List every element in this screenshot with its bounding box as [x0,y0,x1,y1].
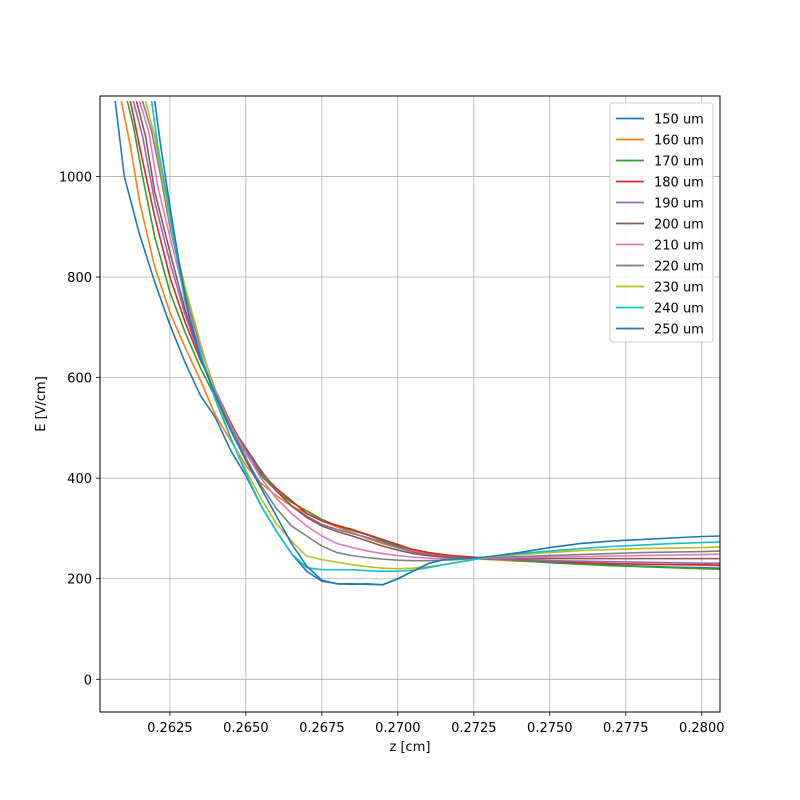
legend-box [609,102,714,343]
series-line-250-um [153,100,720,586]
ticks: 0.2625 0.2650 0.2675 0.2700 0.2725 0.2750 0.27… [59,170,725,736]
legend-entry-label: 250 um [654,323,704,338]
legend-entry-label: 230 um [654,281,704,296]
x-tick-label: 0.2750 [527,721,573,736]
plot-frame [99,95,721,713]
y-axis-label: E [V/cm] [34,376,49,432]
x-tick-label: 0.2675 [299,721,345,736]
legend-entry-label: 240 um [654,302,704,317]
x-tick-label: 0.2650 [223,721,269,736]
legend-entry-label: 150 um [654,113,704,128]
x-tick-label: 0.2725 [451,721,497,736]
legend-entry-label: 160 um [654,134,704,149]
y-tick-label: 0 [84,673,92,688]
x-tick-label: 0.2775 [603,721,649,736]
legend-entry-label: 200 um [654,218,704,233]
series-lines [114,100,720,586]
legend-entry-label: 170 um [654,155,704,170]
legend-entry-label: 210 um [654,239,704,254]
y-tick-label: 1000 [59,170,92,185]
y-tick-label: 200 [67,573,92,588]
y-tick-label: 600 [67,372,92,387]
series-line-230-um [144,100,720,570]
legend-entry-label: 220 um [654,260,704,275]
y-tick-label: 400 [67,472,92,487]
y-tick-label: 800 [67,271,92,286]
legend-entry-label: 180 um [654,176,704,191]
x-tick-label: 0.2800 [679,721,725,736]
legend: 150 um 160 um 170 um 180 um 190 um 200 um 210 … [609,102,714,343]
x-tick-label: 0.2625 [147,721,193,736]
legend-entry-label: 190 um [654,197,704,212]
x-axis-label: z [cm] [390,740,431,755]
x-tick-label: 0.2700 [375,721,421,736]
